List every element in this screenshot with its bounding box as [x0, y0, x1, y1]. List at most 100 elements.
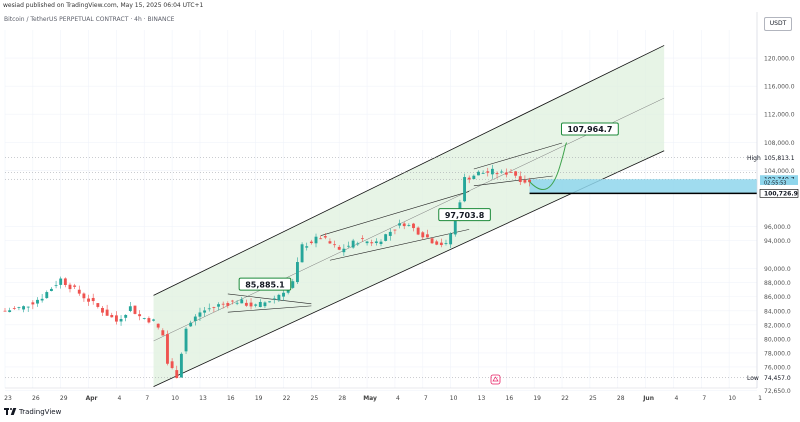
candle-body [291, 281, 295, 288]
price-label-bg [760, 373, 798, 382]
pattern-line [473, 142, 563, 170]
annotations: 85,885.1 97,703.8 107,964.7 [238, 122, 619, 291]
alert-icon-glyph [492, 376, 499, 382]
candle-body [370, 242, 374, 244]
projection-path [529, 142, 568, 191]
currency-selector[interactable]: USDT [764, 17, 792, 31]
candle-body [453, 220, 457, 235]
time-tick-label: 16 [506, 395, 514, 402]
candle-body [73, 285, 77, 287]
candle-body [179, 353, 183, 378]
candle-body [495, 173, 499, 175]
candle-body [198, 312, 202, 317]
candle-body [472, 175, 476, 180]
channel-mid-line [153, 97, 665, 342]
time-tick-label: 22 [561, 395, 569, 402]
candle-body [305, 246, 309, 248]
price-tick-label: 84,000.0 [764, 308, 791, 315]
callout-box [560, 122, 619, 136]
candle-body [189, 322, 193, 327]
channel-upper-line [153, 45, 665, 296]
tradingview-logo-icon [4, 408, 17, 416]
candle-body [309, 241, 313, 244]
candle-body [235, 302, 239, 304]
published-info: wesiad published on TradingView.com, May… [3, 2, 204, 9]
candle-body [119, 319, 123, 322]
candle-body [412, 223, 415, 229]
time-axis: 23 26 29 Apr 4 7 10 13 16 19 22 25 28 May 4 7 10 13 16 19 22… [4, 374, 762, 402]
candle-body [463, 177, 466, 202]
symbol-title[interactable]: Bitcoin / TetherUS PERPETUAL CONTRACT · … [4, 16, 175, 23]
price-tick-label: 78,000.0 [764, 350, 791, 357]
time-tick-label: 25 [311, 395, 319, 402]
candle-body [384, 234, 388, 241]
time-tick-label: 7 [424, 395, 428, 402]
candle-body [509, 172, 513, 173]
candle-body [8, 310, 12, 313]
price-channel [153, 45, 665, 387]
candle-body [425, 234, 429, 238]
candle-body [254, 304, 258, 306]
time-tick-label: 1 [758, 395, 762, 402]
candle-body [360, 238, 364, 240]
price-tick-label: 90,000.0 [764, 266, 791, 273]
time-tick-label: 28 [617, 395, 625, 402]
candle-body [439, 242, 443, 246]
time-tick-label: May [363, 395, 377, 402]
candle-body [407, 225, 411, 226]
candle-body [333, 244, 337, 246]
candle-body [36, 299, 39, 304]
price-label-tag: High [747, 155, 761, 162]
candle-body [430, 238, 434, 244]
candle-body [342, 248, 346, 253]
time-tick-label: 23 [4, 395, 12, 402]
candle-body [12, 308, 16, 309]
candle-body [156, 323, 160, 328]
candle-body [193, 316, 197, 321]
price-tick-label: 112,000.0 [764, 112, 795, 119]
candle-body [421, 232, 425, 238]
candle-body [374, 241, 378, 244]
candle-body [49, 288, 53, 292]
alert-icon [490, 374, 501, 385]
time-tick-label: 7 [145, 395, 149, 402]
grid-lines [4, 30, 758, 391]
time-tick-label: Jun [642, 395, 654, 402]
time-tick-label: 26 [32, 395, 40, 402]
candle-body [26, 306, 30, 308]
candle-body [22, 306, 26, 310]
candle-body [393, 229, 397, 231]
price-callout[interactable]: 97,703.8 [438, 208, 491, 222]
price-callout[interactable]: 107,964.7 [560, 122, 619, 136]
candle-body [388, 231, 392, 236]
candle-body [54, 285, 58, 287]
time-tick-label: Apr [86, 395, 98, 402]
price-label-text: 105,813.1 [764, 155, 795, 162]
time-tick-label: 13 [478, 395, 486, 402]
time-tick-label: 7 [702, 395, 706, 402]
callout-text: 107,964.7 [567, 125, 612, 134]
candle-body [500, 171, 504, 173]
time-tick-label: 13 [199, 395, 207, 402]
time-tick-label: 19 [533, 395, 541, 402]
candle-body [147, 318, 151, 323]
projection-curve [529, 142, 568, 191]
candle-body [337, 246, 341, 250]
candle-body [249, 302, 253, 307]
candle-body [365, 241, 369, 244]
candle-body [17, 307, 21, 308]
price-label-text: 100,726.9 [764, 191, 798, 198]
candle-body [347, 245, 350, 247]
candle-body [40, 298, 44, 301]
price-label-bg [760, 153, 798, 162]
candle-body [268, 301, 272, 303]
candle-body [114, 315, 118, 322]
candle-body [161, 330, 165, 336]
price-tick-label: 76,000.0 [764, 364, 791, 371]
candle-body [175, 370, 179, 379]
candle-body [398, 223, 402, 226]
time-tick-label: 28 [338, 395, 346, 402]
price-tick-label: 116,000.0 [764, 84, 795, 91]
price-callout[interactable]: 85,885.1 [238, 277, 292, 291]
